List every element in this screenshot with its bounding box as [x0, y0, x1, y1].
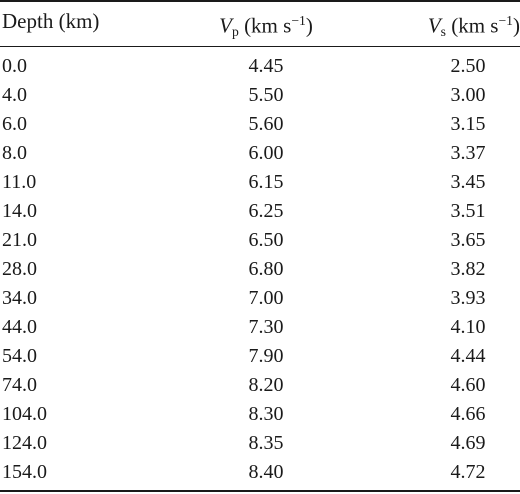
depth-cell: 0.0	[2, 55, 27, 77]
vp-cell: 8.35	[248, 432, 284, 454]
vs-cell: 3.00	[450, 84, 486, 106]
vs-cell: 3.82	[450, 258, 486, 280]
vs-cell: 4.44	[450, 345, 486, 367]
vp-cell: 5.60	[248, 113, 284, 135]
table-row: 34.0 7.00 3.93	[0, 284, 520, 313]
table-row: 74.0 8.20 4.60	[0, 371, 520, 400]
table-row: 21.0 6.50 3.65	[0, 226, 520, 255]
vp-cell: 6.25	[248, 200, 284, 222]
vs-cell: 3.45	[450, 171, 486, 193]
vp-cell: 6.00	[248, 142, 284, 164]
header-vp-close: )	[305, 13, 313, 38]
header-vs-exponent: −1	[498, 13, 513, 28]
depth-cell: 54.0	[2, 345, 37, 367]
table-row: 14.0 6.25 3.51	[0, 197, 520, 226]
header-vp-symbol: V	[219, 13, 232, 38]
header-vp-exponent: −1	[291, 13, 306, 28]
table-row: 28.0 6.80 3.82	[0, 255, 520, 284]
vs-cell: 3.51	[450, 200, 486, 222]
table-row: 104.0 8.30 4.66	[0, 400, 520, 429]
depth-cell: 21.0	[2, 229, 37, 251]
table-top-rule	[0, 0, 520, 2]
table-row: 6.0 5.60 3.15	[0, 110, 520, 139]
vp-cell: 8.30	[248, 403, 284, 425]
table-row: 54.0 7.90 4.44	[0, 342, 520, 371]
vp-cell: 8.40	[248, 461, 284, 483]
header-vs-close: )	[513, 13, 520, 38]
vs-cell: 4.69	[450, 432, 486, 454]
header-vs-unit: (km s	[445, 13, 499, 38]
depth-cell: 14.0	[2, 200, 37, 222]
header-vp: Vp (km s−1)	[211, 4, 321, 49]
vp-cell: 8.20	[248, 374, 284, 396]
header-vp-unit: (km s	[238, 13, 292, 38]
vp-cell: 7.30	[248, 316, 284, 338]
table-row: 154.0 8.40 4.72	[0, 458, 520, 487]
depth-cell: 74.0	[2, 374, 37, 396]
depth-cell: 34.0	[2, 287, 37, 309]
vs-cell: 4.60	[450, 374, 486, 396]
depth-cell: 4.0	[2, 84, 27, 106]
vs-cell: 4.10	[450, 316, 486, 338]
vp-cell: 7.00	[248, 287, 284, 309]
header-vp-subscript: p	[231, 23, 239, 39]
depth-cell: 104.0	[2, 403, 47, 425]
table-row: 8.0 6.00 3.37	[0, 139, 520, 168]
table-row: 0.0 4.45 2.50	[0, 52, 520, 81]
table-bottom-rule	[0, 490, 520, 492]
header-vs: Vs (km s−1)	[390, 4, 520, 49]
vs-cell: 3.65	[450, 229, 486, 251]
table-row: 124.0 8.35 4.69	[0, 429, 520, 458]
depth-cell: 28.0	[2, 258, 37, 280]
table-row: 44.0 7.30 4.10	[0, 313, 520, 342]
header-vs-subscript: s	[440, 23, 446, 39]
vs-cell: 2.50	[450, 55, 486, 77]
depth-cell: 6.0	[2, 113, 27, 135]
table-row: 4.0 5.50 3.00	[0, 81, 520, 110]
header-depth: Depth (km)	[2, 9, 100, 33]
depth-cell: 124.0	[2, 432, 47, 454]
vp-cell: 4.45	[248, 55, 284, 77]
depth-cell: 44.0	[2, 316, 37, 338]
vp-cell: 6.80	[248, 258, 284, 280]
vp-cell: 6.50	[248, 229, 284, 251]
depth-cell: 154.0	[2, 461, 47, 483]
depth-cell: 8.0	[2, 142, 27, 164]
header-vs-symbol: V	[427, 13, 441, 38]
vs-cell: 3.15	[450, 113, 486, 135]
depth-cell: 11.0	[2, 171, 37, 193]
vs-cell: 4.72	[450, 461, 486, 483]
table-header-rule	[0, 46, 520, 47]
vp-cell: 6.15	[248, 171, 284, 193]
vs-cell: 3.37	[450, 142, 486, 164]
table-header-row: Depth (km) Vp (km s−1) Vs (km s−1)	[0, 4, 520, 39]
table-row: 11.0 6.15 3.45	[0, 168, 520, 197]
vs-cell: 3.93	[450, 287, 486, 309]
vs-cell: 4.66	[450, 403, 486, 425]
vp-cell: 5.50	[248, 84, 284, 106]
vp-cell: 7.90	[248, 345, 284, 367]
